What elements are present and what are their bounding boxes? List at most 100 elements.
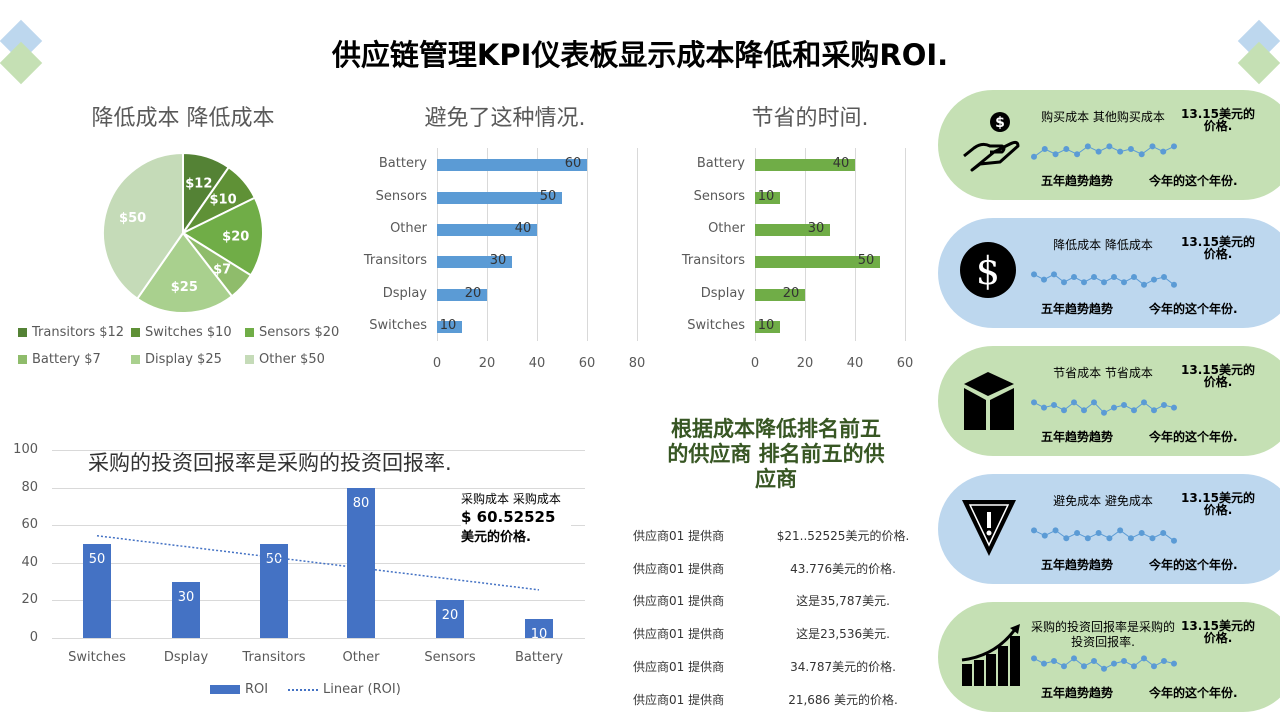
- trend-label: 五年趋势趋势: [1041, 686, 1114, 700]
- legend-label: Other $50: [259, 352, 325, 367]
- trend-point: [1095, 148, 1102, 155]
- trend-sparkline: [1031, 143, 1177, 160]
- supplier-name: 供应商01 提供商: [633, 659, 725, 674]
- trend-point: [1131, 407, 1137, 414]
- pie-slice-other: [102, 151, 184, 301]
- trend-point: [1121, 279, 1127, 286]
- trend-point: [1061, 279, 1067, 286]
- kpi-title: 节省成本 节省成本: [1053, 366, 1153, 380]
- legend-swatch: [18, 355, 27, 364]
- trend-point: [1031, 153, 1037, 160]
- supplier-value: $21..52525美元的价格.: [776, 529, 910, 543]
- trend-point: [1031, 527, 1037, 534]
- x-tick-label: 40: [846, 356, 864, 371]
- trend-point: [1101, 279, 1107, 286]
- bar-data-label: 40: [832, 156, 850, 171]
- supplier-value: 34.787美元的价格.: [790, 659, 896, 674]
- kpi-value: 13.15美元的价格.: [1181, 107, 1255, 133]
- trend-point: [1106, 143, 1113, 150]
- trend-point: [1063, 146, 1070, 152]
- gridline: [52, 525, 585, 527]
- trend-label: 五年趋势趋势: [1041, 302, 1114, 316]
- pie-data-label: $25: [171, 280, 198, 295]
- kpi-card: 节省成本 节省成本 13.15美元的价格. 五年趋势趋势 今年的这个年份.: [938, 346, 1280, 456]
- bar-data-label: 10: [439, 318, 457, 333]
- trend-point: [1141, 655, 1147, 662]
- bar-switches: [755, 321, 780, 333]
- roi-bar-sensors: [436, 600, 464, 638]
- bar-battery: [437, 159, 587, 171]
- period-label: 今年的这个年份.: [1149, 558, 1238, 572]
- bar-data-label: 50: [539, 189, 557, 204]
- trend-point: [1131, 663, 1137, 670]
- trend-point: [1106, 535, 1113, 542]
- trend-point: [1138, 530, 1145, 536]
- trend-point: [1071, 274, 1077, 280]
- bar-other: [437, 224, 537, 236]
- x-tick-label: 0: [750, 356, 760, 371]
- trend-point: [1151, 663, 1157, 670]
- roi-bar-dsplay: [172, 581, 200, 638]
- bar-other: [755, 224, 830, 236]
- trend-point: [1151, 276, 1157, 283]
- trend-point: [1071, 399, 1077, 406]
- bar-chart-avoided-title: 避免了这种情况.: [424, 106, 586, 131]
- bar-battery: [755, 159, 855, 171]
- trend-point: [1171, 143, 1177, 150]
- kpi-card: $ 购买成本 其他购买成本 13.15美元的价格. 五年趋势趋势 今年的这个年份.: [938, 90, 1280, 200]
- x-category-label: Dsplay: [163, 650, 209, 665]
- gridline: [52, 600, 585, 602]
- legend-label: Switches $10: [145, 325, 232, 340]
- trend-point: [1111, 404, 1117, 411]
- supplier-name: 供应商01 提供商: [633, 594, 725, 609]
- y-category-label: Transitors: [681, 253, 745, 268]
- trend-point: [1161, 658, 1167, 664]
- y-category-label: Switches: [687, 318, 745, 333]
- y-tick-label: 100: [13, 442, 38, 457]
- gridline: [537, 148, 538, 341]
- svg-text:$: $: [976, 249, 1000, 293]
- trend-point: [1117, 527, 1124, 534]
- legend-swatch: [18, 328, 27, 337]
- bar-data-label: 40: [514, 221, 532, 236]
- trend-point: [1138, 151, 1145, 158]
- trend-point: [1051, 271, 1057, 278]
- x-tick-label: 40: [528, 356, 546, 371]
- bar-data-label: 30: [489, 253, 507, 268]
- legend-swatch: [131, 355, 140, 364]
- gridline: [52, 638, 585, 639]
- dollar-circle-icon: $: [960, 240, 1024, 304]
- y-tick-label: 40: [21, 554, 38, 570]
- trend-point: [1111, 660, 1117, 667]
- y-category-label: Other: [390, 221, 427, 236]
- trend-point: [1117, 148, 1124, 155]
- kpi-title: 降低成本 降低成本: [1053, 238, 1153, 252]
- period-label: 今年的这个年份.: [1149, 302, 1238, 316]
- period-label: 今年的这个年份.: [1149, 174, 1238, 188]
- y-category-label: Transitors: [363, 253, 427, 268]
- bar-data-label: 30: [807, 221, 825, 236]
- trend-point: [1171, 537, 1177, 544]
- trend-point: [1111, 274, 1117, 280]
- trend-point: [1160, 530, 1167, 536]
- x-category-label: Switches: [68, 650, 126, 665]
- bar-data-label: 30: [177, 589, 195, 605]
- x-category-label: Other: [342, 650, 380, 665]
- pie-slice-display: [135, 231, 234, 314]
- bar-dsplay: [755, 289, 805, 301]
- trend-point: [1171, 404, 1177, 411]
- roi-bar-battery: [525, 619, 553, 638]
- bar-dsplay: [437, 289, 487, 301]
- pie-legend-item: Other $50: [245, 352, 325, 367]
- trend-point: [1063, 535, 1070, 542]
- bar-data-label: 20: [782, 286, 800, 301]
- trend-point: [1091, 658, 1097, 664]
- trend-point: [1031, 399, 1037, 406]
- supplier-name: 供应商01 提供商: [633, 561, 725, 576]
- x-tick-label: 60: [578, 356, 596, 371]
- y-tick-label: 0: [29, 630, 38, 645]
- annotation-label: 采购成本 采购成本: [461, 492, 561, 506]
- bar-data-label: 50: [88, 552, 106, 567]
- trend-point: [1160, 148, 1167, 155]
- trend-point: [1131, 274, 1137, 280]
